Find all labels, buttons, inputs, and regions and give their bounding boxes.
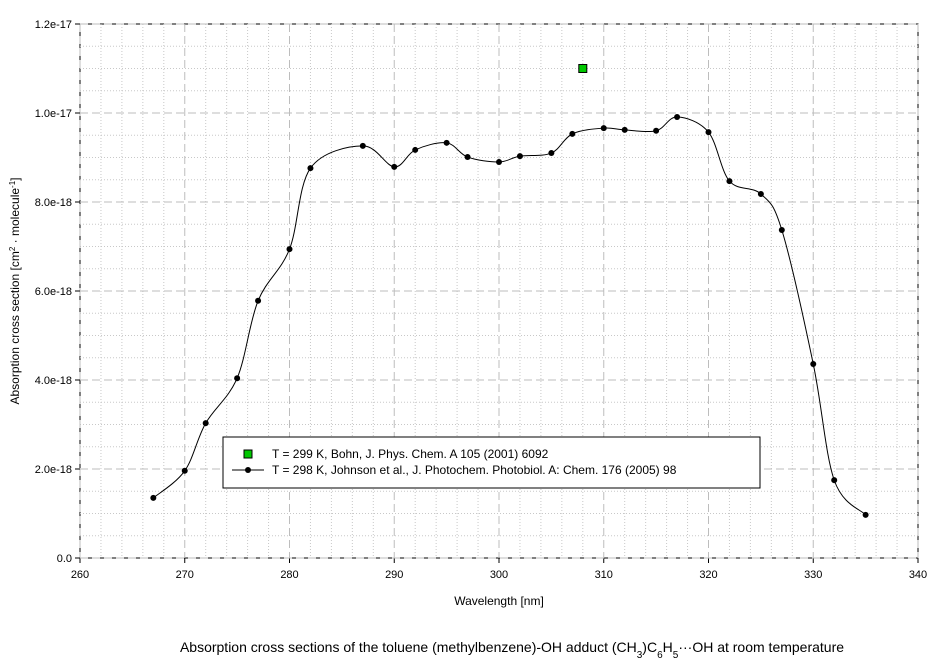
marker	[569, 130, 576, 137]
x-tick-label: 270	[176, 569, 194, 581]
marker	[516, 153, 523, 160]
text-segment: H	[663, 639, 673, 655]
marker	[621, 126, 628, 133]
marker	[243, 449, 253, 459]
marker	[810, 360, 817, 367]
marker	[150, 494, 157, 501]
text-segment: -1	[8, 180, 17, 188]
marker	[496, 158, 502, 165]
y-tick-label: 6.0e-18	[35, 286, 72, 298]
marker	[255, 297, 262, 304]
marker	[674, 114, 681, 121]
x-tick-label: 340	[909, 569, 927, 581]
marker	[307, 165, 314, 172]
x-tick-label: 260	[71, 569, 89, 581]
marker	[245, 467, 251, 473]
marker	[181, 467, 188, 474]
text-segment: · molecule	[8, 188, 22, 247]
marker	[202, 420, 209, 427]
x-tick-label: 320	[699, 569, 717, 581]
y-tick-label: 2.0e-18	[35, 464, 72, 476]
text-segment: ···OH at room temperature	[678, 639, 844, 655]
marker	[578, 64, 588, 73]
marker	[464, 154, 471, 161]
marker	[359, 142, 366, 149]
text-segment: Absorption cross section [cm	[8, 251, 22, 404]
legend-label: T = 298 K, Johnson et al., J. Photochem.…	[272, 463, 677, 477]
legend-label: T = 299 K, Bohn, J. Phys. Chem. A 105 (2…	[272, 447, 549, 461]
marker	[653, 127, 660, 134]
y-tick-label: 4.0e-18	[35, 375, 72, 387]
marker	[443, 139, 450, 146]
y-axis-label: Absorption cross section [cm2 · molecule…	[8, 177, 23, 404]
marks	[150, 64, 869, 518]
marker	[757, 190, 764, 197]
x-tick-label: 300	[490, 569, 508, 581]
x-tick-label: 310	[595, 569, 613, 581]
legend: T = 299 K, Bohn, J. Phys. Chem. A 105 (2…	[222, 436, 761, 489]
y-tick-label: 1.0e-17	[35, 108, 72, 120]
marker	[862, 511, 869, 518]
x-tick-label: 330	[804, 569, 822, 581]
marker	[778, 227, 785, 234]
x-tick-label: 290	[385, 569, 403, 581]
text-segment: 2	[8, 246, 17, 251]
marker	[412, 146, 419, 153]
marker	[726, 178, 733, 185]
text-segment: Absorption cross sections of the toluene…	[180, 639, 637, 655]
text-segment: ]	[8, 177, 22, 180]
x-axis-label: Wavelength [nm]	[454, 594, 544, 608]
y-tick-label: 8.0e-18	[35, 197, 72, 209]
marker	[600, 125, 607, 132]
marker	[831, 477, 838, 484]
text-segment: 6	[657, 650, 663, 661]
text-segment: 5	[673, 650, 679, 661]
text-segment: )C	[642, 639, 657, 655]
marker	[705, 129, 712, 136]
marker	[234, 375, 241, 382]
marker	[391, 163, 398, 170]
x-tick-label: 280	[280, 569, 298, 581]
marker	[286, 246, 293, 253]
caption: Absorption cross sections of the toluene…	[180, 639, 844, 661]
legend-box	[222, 436, 761, 489]
marker	[548, 150, 555, 157]
text-segment: 3	[637, 650, 643, 661]
y-tick-label: 1.2e-17	[35, 19, 72, 31]
y-tick-label: 0.0	[57, 553, 72, 565]
